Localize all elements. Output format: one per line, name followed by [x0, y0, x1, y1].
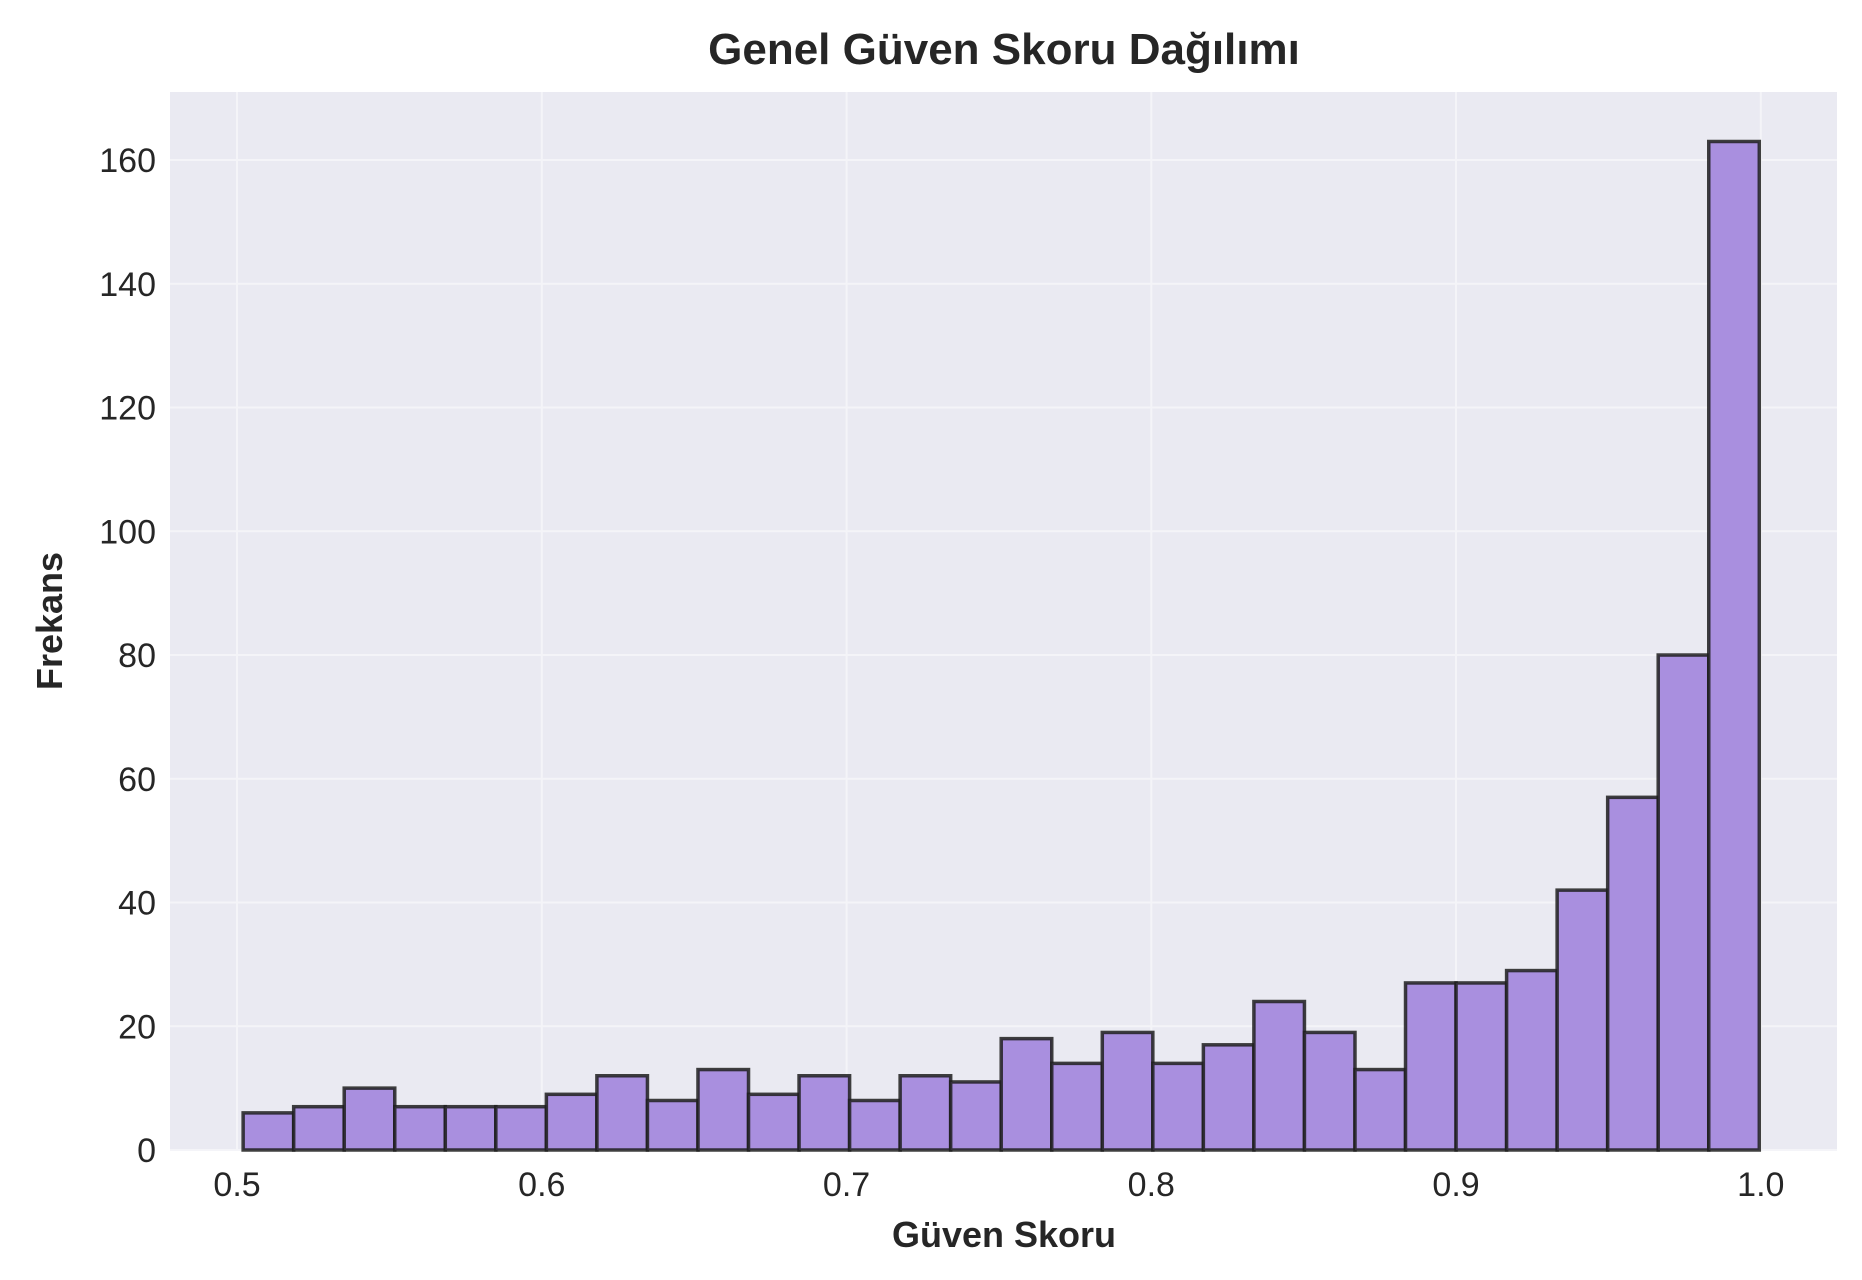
histogram-bar [443, 1104, 498, 1152]
histogram-bar [595, 1074, 650, 1152]
y-tick-label: 20 [118, 1008, 156, 1046]
x-tick-label: 0.8 [1128, 1166, 1175, 1204]
histogram-bar [1050, 1061, 1105, 1152]
y-tick-label: 160 [99, 142, 156, 180]
y-axis-label: Frekans [29, 552, 70, 690]
histogram-bar [797, 1074, 852, 1152]
x-tick-label: 0.7 [823, 1166, 870, 1204]
histogram-bar [1100, 1030, 1155, 1152]
histogram-bar [1605, 795, 1660, 1152]
histogram-bar [999, 1036, 1054, 1152]
histogram-bar [1252, 999, 1307, 1152]
y-tick-label: 80 [118, 637, 156, 675]
histogram-bar [696, 1067, 751, 1152]
histogram-bar [1555, 888, 1610, 1152]
x-tick-label: 1.0 [1737, 1166, 1784, 1204]
y-tick-label: 0 [137, 1132, 156, 1170]
histogram-bar [898, 1074, 953, 1152]
chart-title: Genel Güven Skoru Dağılımı [708, 25, 1300, 74]
histogram-bar [1454, 981, 1509, 1152]
histogram-bar [1151, 1061, 1206, 1152]
y-tick-label: 60 [118, 761, 156, 799]
histogram-bar [544, 1092, 599, 1152]
histogram-bar [948, 1080, 1003, 1152]
histogram-bar [1656, 653, 1711, 1152]
y-tick-label: 120 [99, 390, 156, 428]
histogram-bar [291, 1104, 346, 1152]
y-tick-label: 100 [99, 513, 156, 551]
x-axis-label: Güven Skoru [892, 1214, 1116, 1255]
histogram-bar [746, 1092, 801, 1152]
grid [170, 92, 1837, 1151]
histogram-bar [847, 1098, 902, 1152]
x-tick-label: 0.9 [1432, 1166, 1479, 1204]
x-tick-label: 0.6 [518, 1166, 565, 1204]
x-ticks: 0.5 0.6 0.7 0.8 0.9 1.0 [213, 1166, 1784, 1204]
bars [241, 139, 1762, 1152]
histogram-bar [241, 1111, 296, 1152]
histogram-bar [393, 1104, 448, 1152]
histogram-bar [494, 1104, 549, 1152]
histogram-bar [1504, 968, 1559, 1152]
y-tick-label: 140 [99, 266, 156, 304]
histogram-bar [1353, 1067, 1408, 1152]
x-tick-label: 0.5 [213, 1166, 260, 1204]
histogram-bar [645, 1098, 700, 1152]
histogram-bar [1706, 139, 1762, 1152]
y-tick-label: 40 [118, 885, 156, 923]
y-ticks: 0 20 40 60 80 100 120 140 160 [99, 142, 156, 1170]
histogram-bar [342, 1086, 397, 1152]
histogram-bar [1201, 1043, 1256, 1152]
histogram-bar [1302, 1030, 1357, 1152]
histogram-bar [1403, 981, 1458, 1152]
